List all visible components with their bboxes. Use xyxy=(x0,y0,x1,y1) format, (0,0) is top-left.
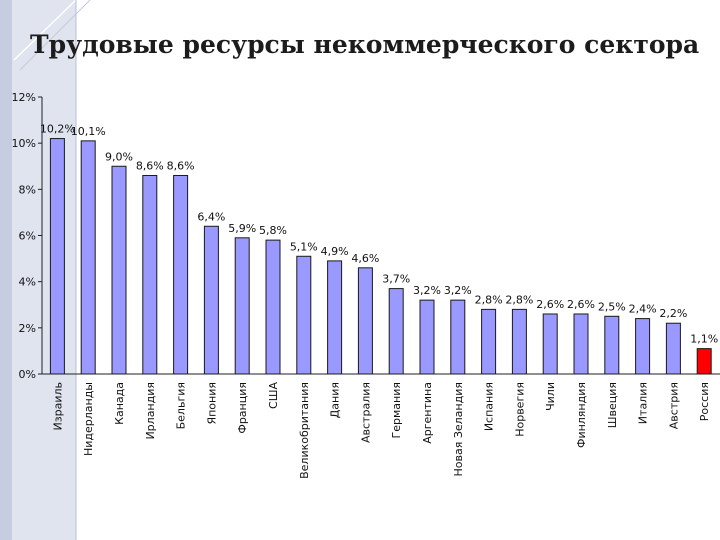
data-label: 9,0% xyxy=(105,150,133,163)
y-tick-label: 2% xyxy=(19,322,36,335)
x-tick-label: Новая Зеландия xyxy=(452,382,465,477)
data-label: 2,2% xyxy=(659,307,687,320)
bar xyxy=(203,225,219,375)
data-label: 5,8% xyxy=(259,224,287,237)
y-tick-label: 6% xyxy=(19,230,36,243)
bar xyxy=(696,348,712,375)
x-tick-label: Израиль xyxy=(51,382,64,430)
x-tick-label: Испания xyxy=(483,382,496,431)
decorative-side-edge xyxy=(0,0,12,540)
x-tick-label: Россия xyxy=(698,382,711,421)
bar xyxy=(542,313,558,375)
x-tick-label: Чили xyxy=(544,382,557,411)
bar xyxy=(573,313,589,375)
data-label: 4,6% xyxy=(351,252,379,265)
data-label: 2,8% xyxy=(475,293,503,306)
x-tick-label: США xyxy=(267,382,280,409)
x-tick-label: Германия xyxy=(390,382,403,438)
x-tick-label: Австрия xyxy=(667,382,680,429)
data-label: 3,2% xyxy=(413,284,441,297)
data-label: 2,4% xyxy=(629,303,657,316)
bar xyxy=(635,318,651,375)
x-tick-label: Япония xyxy=(205,382,218,425)
bar xyxy=(327,260,343,375)
x-tick-label: Ирландия xyxy=(144,382,157,440)
x-tick-label: Великобритания xyxy=(298,382,311,479)
bar xyxy=(450,299,466,375)
bars xyxy=(49,138,712,375)
bar xyxy=(665,322,681,375)
x-tick-label: Дания xyxy=(329,382,342,418)
data-label: 2,8% xyxy=(505,293,533,306)
x-tick-label: Канада xyxy=(113,382,126,425)
data-label: 3,7% xyxy=(382,273,410,286)
data-label: 6,4% xyxy=(197,210,225,223)
bar xyxy=(388,288,404,375)
x-tick-label: Швеция xyxy=(606,382,619,428)
bar xyxy=(604,315,620,375)
bar xyxy=(357,267,373,375)
x-tick-label: Финляндия xyxy=(575,382,588,448)
data-label: 5,1% xyxy=(290,240,318,253)
data-label: 8,6% xyxy=(136,159,164,172)
bar xyxy=(111,165,127,375)
y-tick-label: 0% xyxy=(19,368,36,381)
data-label: 10,1% xyxy=(71,125,106,138)
y-tick-label: 4% xyxy=(19,276,36,289)
bar xyxy=(142,174,158,375)
bar xyxy=(80,140,96,375)
bar xyxy=(481,308,497,375)
bar xyxy=(511,308,527,375)
y-tick-label: 12% xyxy=(12,91,36,104)
y-tick-label: 8% xyxy=(19,183,36,196)
x-tick-label: Франция xyxy=(236,382,249,434)
bar xyxy=(265,239,281,375)
data-label: 10,2% xyxy=(40,123,75,136)
x-tick-label: Нидерланды xyxy=(82,382,95,456)
data-label: 3,2% xyxy=(444,284,472,297)
bar xyxy=(296,255,312,375)
x-tick-label: Бельгия xyxy=(175,382,188,429)
x-tick-label: Италия xyxy=(637,382,650,424)
y-tick-label: 10% xyxy=(12,137,36,150)
data-labels: 10,2%10,1%9,0%8,6% 8,6%6,4%5,9% 5,8%5,1% 4,… xyxy=(40,123,718,346)
slide-title: Трудовые ресурсы некоммерческого сектора xyxy=(30,30,700,59)
data-label: 1,1% xyxy=(690,333,718,346)
bar xyxy=(173,174,189,375)
data-label: 2,6% xyxy=(536,298,564,311)
bar xyxy=(49,138,65,375)
bar xyxy=(234,237,250,375)
x-tick-label: Норвегия xyxy=(513,382,526,437)
x-tick-label: Австралия xyxy=(359,382,372,443)
data-label: 8,6% xyxy=(167,159,195,172)
data-label: 2,6% xyxy=(567,298,595,311)
x-axis-labels: Израиль Нидерланды Канада Ирландия Бельгия Яп… xyxy=(51,382,711,479)
data-label: 2,5% xyxy=(598,300,626,313)
x-tick-label: Аргентина xyxy=(421,382,434,444)
data-label: 4,9% xyxy=(321,245,349,258)
data-label: 5,9% xyxy=(228,222,256,235)
bar xyxy=(419,299,435,375)
